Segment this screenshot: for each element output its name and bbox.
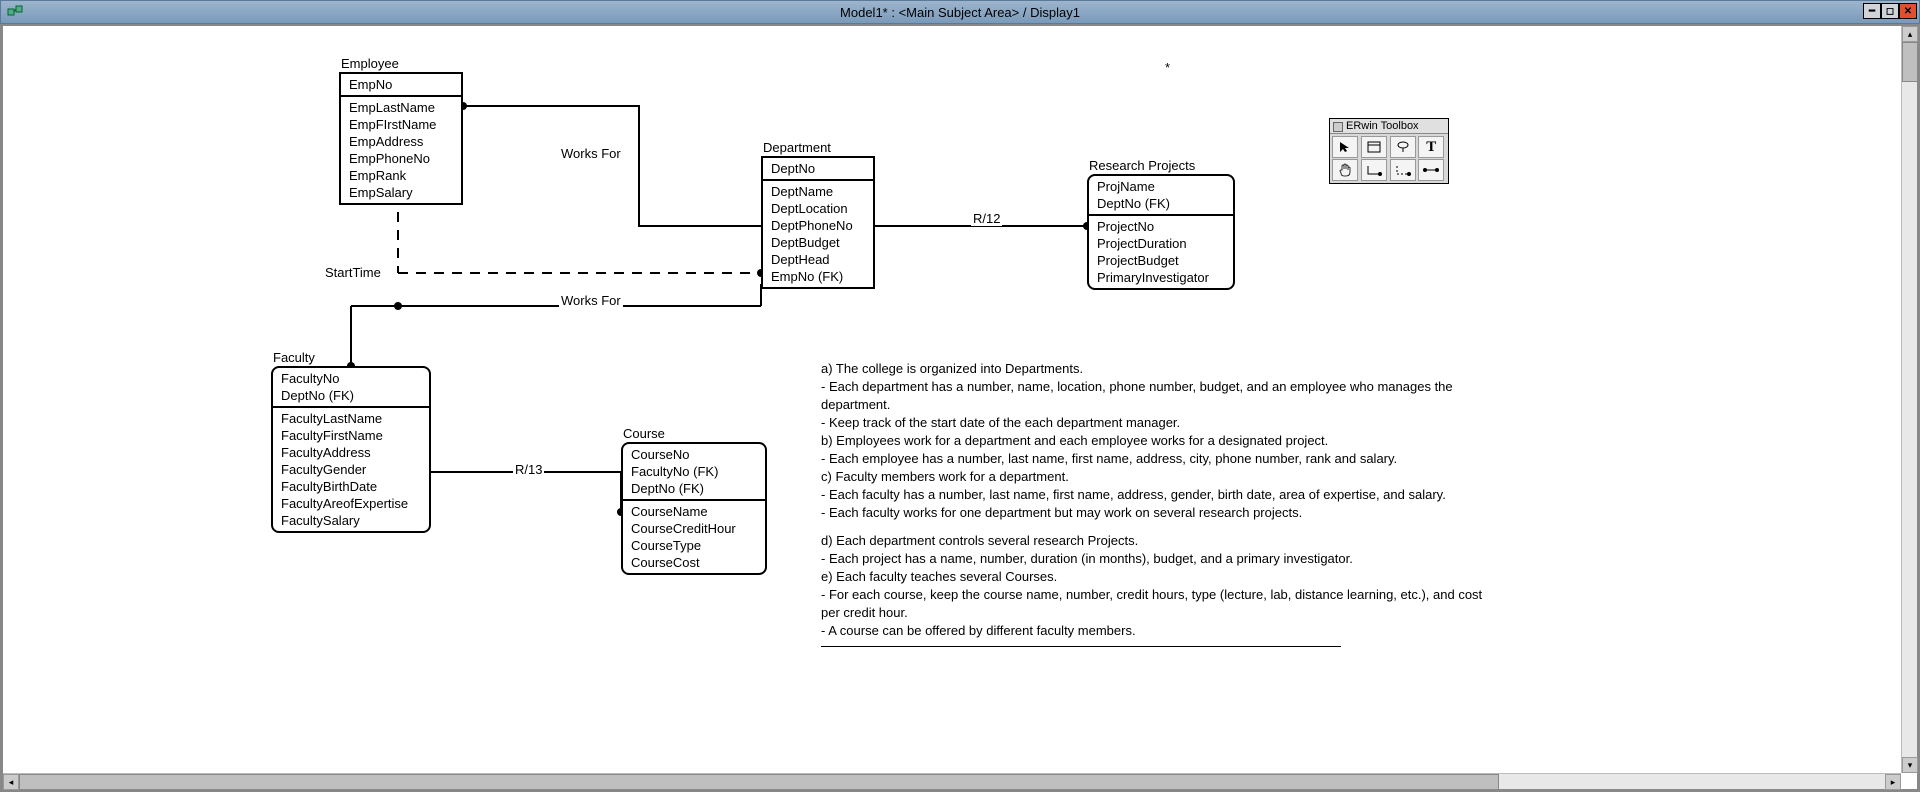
close-button[interactable]: ✕ xyxy=(1899,3,1917,19)
tool-pointer[interactable] xyxy=(1332,136,1358,158)
relationship-label-works-for-2: Works For xyxy=(559,293,623,308)
entity-attrs: ProjectNoProjectDurationProjectBudgetPri… xyxy=(1089,216,1233,288)
entity-course[interactable]: CourseCourseNoFacultyNo (FK)DeptNo (FK)C… xyxy=(621,442,767,575)
workspace: Employee EmpNoEmpLastNameEmpFIrstNameEmpA… xyxy=(0,24,1920,792)
scroll-up-arrow[interactable]: ▴ xyxy=(1902,26,1918,42)
scroll-left-arrow[interactable]: ◂ xyxy=(3,774,19,790)
app-icon xyxy=(7,4,23,20)
entity-name: Department xyxy=(763,140,831,155)
relationship-label-r12: R/12 xyxy=(971,211,1002,226)
requirements-text: a) The college is organized into Departm… xyxy=(821,360,1501,647)
relationship-label-start-time: StartTime xyxy=(323,265,383,280)
entity-pk: FacultyNoDeptNo (FK) xyxy=(273,368,429,406)
scroll-right-arrow[interactable]: ▸ xyxy=(1885,774,1901,790)
entity-attrs: EmpLastNameEmpFIrstNameEmpAddressEmpPhon… xyxy=(341,97,461,203)
entity-name: Research Projects xyxy=(1089,158,1195,173)
entity-attrs: DeptNameDeptLocationDeptPhoneNoDeptBudge… xyxy=(763,181,873,287)
asterisk-marker: * xyxy=(1163,60,1172,75)
vertical-scrollbar[interactable]: ▴ ▾ xyxy=(1901,26,1917,773)
vertical-scroll-thumb[interactable] xyxy=(1902,42,1918,82)
entity-pk: DeptNo xyxy=(763,158,873,179)
diagram-canvas[interactable]: Employee EmpNoEmpLastNameEmpFIrstNameEmpA… xyxy=(3,26,1901,773)
tool-hand[interactable] xyxy=(1332,159,1358,181)
tool-entity[interactable] xyxy=(1361,136,1387,158)
tool-identifying-rel[interactable] xyxy=(1361,159,1387,181)
horizontal-scroll-thumb[interactable] xyxy=(19,774,1499,790)
entity-department[interactable]: DepartmentDeptNoDeptNameDeptLocationDept… xyxy=(761,156,875,289)
entity-faculty[interactable]: FacultyFacultyNoDeptNo (FK)FacultyLastNa… xyxy=(271,366,431,533)
relationship-label-r13: R/13 xyxy=(513,462,544,477)
toolbox-title[interactable]: ERwin Toolbox xyxy=(1330,119,1448,134)
entity-attrs: CourseNameCourseCreditHourCourseTypeCour… xyxy=(623,501,765,573)
entity-pk: ProjNameDeptNo (FK) xyxy=(1089,176,1233,214)
scroll-down-arrow[interactable]: ▾ xyxy=(1902,757,1918,773)
tool-nonidentifying-rel[interactable] xyxy=(1390,159,1416,181)
entity-name: Course xyxy=(623,426,665,441)
entity-attrs: FacultyLastNameFacultyFirstNameFacultyAd… xyxy=(273,408,429,531)
entity-research[interactable]: Research ProjectsProjNameDeptNo (FK)Proj… xyxy=(1087,174,1235,290)
relationship-label-works-for-1: Works For xyxy=(559,146,623,161)
entity-pk: EmpNo xyxy=(341,74,461,95)
entity-name: Faculty xyxy=(273,350,315,365)
erwin-toolbox[interactable]: ERwin Toolbox T xyxy=(1329,118,1449,184)
minimize-button[interactable]: ━ xyxy=(1863,3,1881,19)
window-titlebar: Model1* : <Main Subject Area> / Display1… xyxy=(0,0,1920,24)
entity-employee[interactable]: EmployeeEmpNoEmpLastNameEmpFIrstNameEmpA… xyxy=(339,72,463,205)
tool-label[interactable] xyxy=(1390,136,1416,158)
entity-pk: CourseNoFacultyNo (FK)DeptNo (FK) xyxy=(623,444,765,499)
maximize-button[interactable]: ◻ xyxy=(1881,3,1899,19)
tool-text[interactable]: T xyxy=(1418,136,1444,158)
horizontal-scrollbar[interactable]: ◂ ▸ xyxy=(3,773,1901,789)
entity-name: Employee xyxy=(341,56,399,71)
window-title: Model1* : <Main Subject Area> / Display1 xyxy=(840,5,1080,20)
tool-many-to-many[interactable] xyxy=(1418,159,1444,181)
